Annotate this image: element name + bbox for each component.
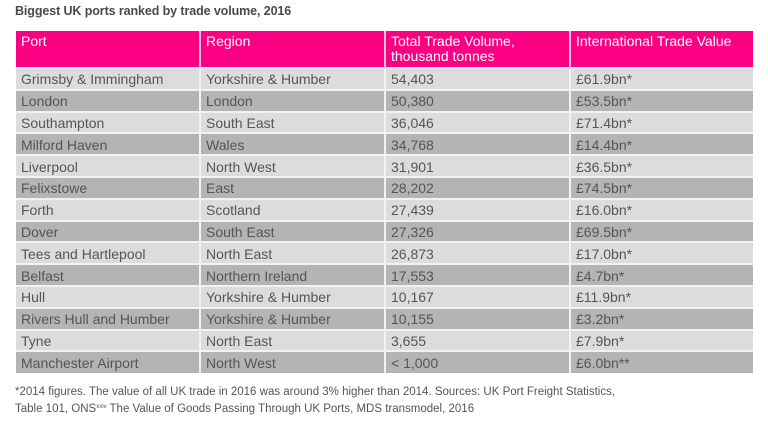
table-row: London London 50,380 £53.5bn* (16, 88, 753, 112)
cell-value: £53.5bn* (569, 88, 753, 112)
cell-value: £17.0bn* (569, 241, 753, 265)
cell-port: Felixstowe (16, 175, 200, 199)
cell-port: Manchester Airport (16, 350, 200, 374)
cell-volume: 54,403 (384, 67, 570, 90)
header-trade-value: International Trade Value (569, 31, 753, 68)
cell-volume: 27,326 (384, 219, 570, 243)
footnote-reference-marker: xxiv (96, 403, 107, 410)
cell-region: London (199, 88, 385, 112)
footnote-source-prefix: Table 101, ONS (15, 402, 97, 415)
cell-volume: 26,873 (384, 241, 570, 265)
ports-table: Port Region Total Trade Volume, thousand… (16, 31, 753, 374)
cell-region: East (199, 175, 385, 199)
cell-volume: 31,901 (384, 154, 570, 177)
cell-region: Scotland (199, 197, 385, 221)
cell-region: North West (199, 350, 385, 374)
footnote: *2014 figures. The value of all UK trade… (15, 385, 755, 416)
table-row: Southampton South East 36,046 £71.4bn* (16, 110, 753, 134)
cell-region: North West (199, 154, 385, 177)
cell-port: Forth (16, 197, 200, 221)
table-row: Rivers Hull and Humber Yorkshire & Humbe… (16, 306, 753, 330)
cell-region: South East (199, 110, 385, 134)
cell-volume: 10,155 (384, 306, 570, 330)
header-region: Region (199, 31, 385, 68)
table-header-row: Port Region Total Trade Volume, thousand… (16, 31, 753, 68)
cell-port: Tees and Hartlepool (16, 241, 200, 265)
cell-port: Dover (16, 219, 200, 243)
cell-port: Rivers Hull and Humber (16, 306, 200, 330)
cell-value: £6.0bn** (569, 350, 753, 374)
cell-volume: 3,655 (384, 328, 570, 352)
cell-value: £14.4bn* (569, 132, 753, 156)
cell-volume: 28,202 (384, 175, 570, 199)
header-port: Port (16, 31, 200, 68)
cell-value: £36.5bn* (569, 154, 753, 177)
table-row: Belfast Northern Ireland 17,553 £4.7bn* (16, 263, 753, 286)
cell-port: London (16, 88, 200, 112)
cell-value: £4.7bn* (569, 263, 753, 286)
footnote-line-1: *2014 figures. The value of all UK trade… (15, 386, 616, 398)
cell-value: £74.5bn* (569, 175, 753, 199)
table-title: Biggest UK ports ranked by trade volume,… (15, 4, 292, 18)
cell-value: £7.9bn* (569, 328, 753, 352)
table-row: Felixstowe East 28,202 £74.5bn* (16, 175, 753, 199)
cell-value: £61.9bn* (569, 67, 753, 90)
table-row: Liverpool North West 31,901 £36.5bn* (16, 154, 753, 177)
cell-region: Wales (199, 132, 385, 156)
table-row: Tyne North East 3,655 £7.9bn* (16, 328, 753, 352)
cell-region: Yorkshire & Humber (199, 306, 385, 330)
cell-value: £3.2bn* (569, 306, 753, 330)
cell-port: Grimsby & Immingham (16, 67, 200, 90)
footnote-source-suffix: The Value of Goods Passing Through UK Po… (106, 402, 475, 415)
table-row: Hull Yorkshire & Humber 10,167 £11.9bn* (16, 284, 753, 308)
header-trade-volume: Total Trade Volume, thousand tonnes (384, 31, 570, 68)
table-row: Grimsby & Immingham Yorkshire & Humber 5… (16, 67, 753, 90)
cell-value: £11.9bn* (569, 284, 753, 308)
footnote-line-2: Table 101, ONSxxiv The Value of Goods Pa… (15, 400, 755, 417)
cell-volume: 17,553 (384, 263, 570, 286)
cell-port: Southampton (16, 110, 200, 134)
cell-value: £69.5bn* (569, 219, 753, 243)
cell-region: Yorkshire & Humber (199, 284, 385, 308)
cell-region: South East (199, 219, 385, 243)
cell-region: North East (199, 241, 385, 265)
cell-volume: < 1,000 (384, 350, 570, 374)
cell-region: Northern Ireland (199, 263, 385, 286)
cell-port: Belfast (16, 263, 200, 286)
cell-value: £16.0bn* (569, 197, 753, 221)
cell-volume: 27,439 (384, 197, 570, 221)
cell-region: North East (199, 328, 385, 352)
cell-region: Yorkshire & Humber (199, 67, 385, 90)
cell-port: Liverpool (16, 154, 200, 177)
cell-volume: 34,768 (384, 132, 570, 156)
cell-volume: 10,167 (384, 284, 570, 308)
table-row: Milford Haven Wales 34,768 £14.4bn* (16, 132, 753, 156)
cell-port: Tyne (16, 328, 200, 352)
table-row: Tees and Hartlepool North East 26,873 £1… (16, 241, 753, 265)
cell-value: £71.4bn* (569, 110, 753, 134)
cell-volume: 50,380 (384, 88, 570, 112)
cell-port: Milford Haven (16, 132, 200, 156)
cell-port: Hull (16, 284, 200, 308)
table-row: Forth Scotland 27,439 £16.0bn* (16, 197, 753, 221)
table-row: Dover South East 27,326 £69.5bn* (16, 219, 753, 243)
cell-volume: 36,046 (384, 110, 570, 134)
table-row: Manchester Airport North West < 1,000 £6… (16, 350, 753, 374)
